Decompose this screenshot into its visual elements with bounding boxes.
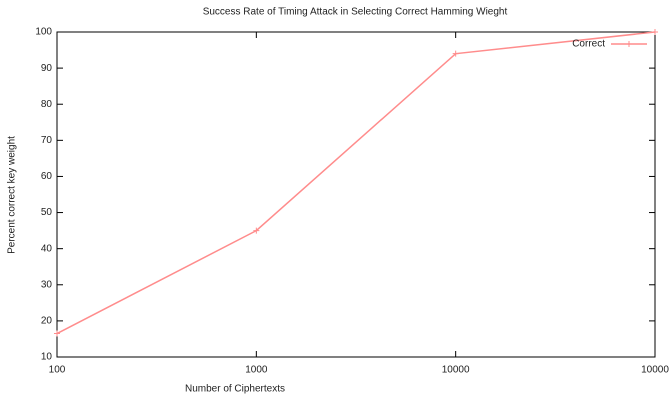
point-marker <box>652 29 658 35</box>
point-marker <box>54 330 60 337</box>
x-tick-label: 1000 <box>245 365 268 376</box>
y-tick-label: 10 <box>41 352 53 363</box>
y-axis-label: Percent correct key weight <box>7 136 18 254</box>
x-axis-label: Number of Ciphertexts <box>185 384 285 395</box>
x-tick-label: 10000 <box>641 365 669 376</box>
x-tick-label: 10000 <box>442 365 470 376</box>
y-tick-label: 50 <box>41 207 53 218</box>
point-marker <box>452 50 459 57</box>
plot-frame <box>56 31 656 358</box>
x-tick-label: 100 <box>49 365 66 376</box>
point-marker <box>253 227 260 234</box>
y-tick-label: 60 <box>41 171 53 182</box>
y-tick-label: 80 <box>41 99 53 110</box>
y-tick-label: 100 <box>35 27 52 38</box>
legend-marker <box>626 41 632 47</box>
y-tick-label: 20 <box>41 316 53 327</box>
y-tick-label: 90 <box>41 63 53 74</box>
y-tick-label: 70 <box>41 135 53 146</box>
y-tick-label: 30 <box>41 279 53 290</box>
series-line <box>56 31 656 335</box>
legend-label: Correct <box>572 39 605 50</box>
chart-title: Success Rate of Timing Attack in Selecti… <box>203 7 508 18</box>
y-tick-label: 40 <box>41 243 53 254</box>
